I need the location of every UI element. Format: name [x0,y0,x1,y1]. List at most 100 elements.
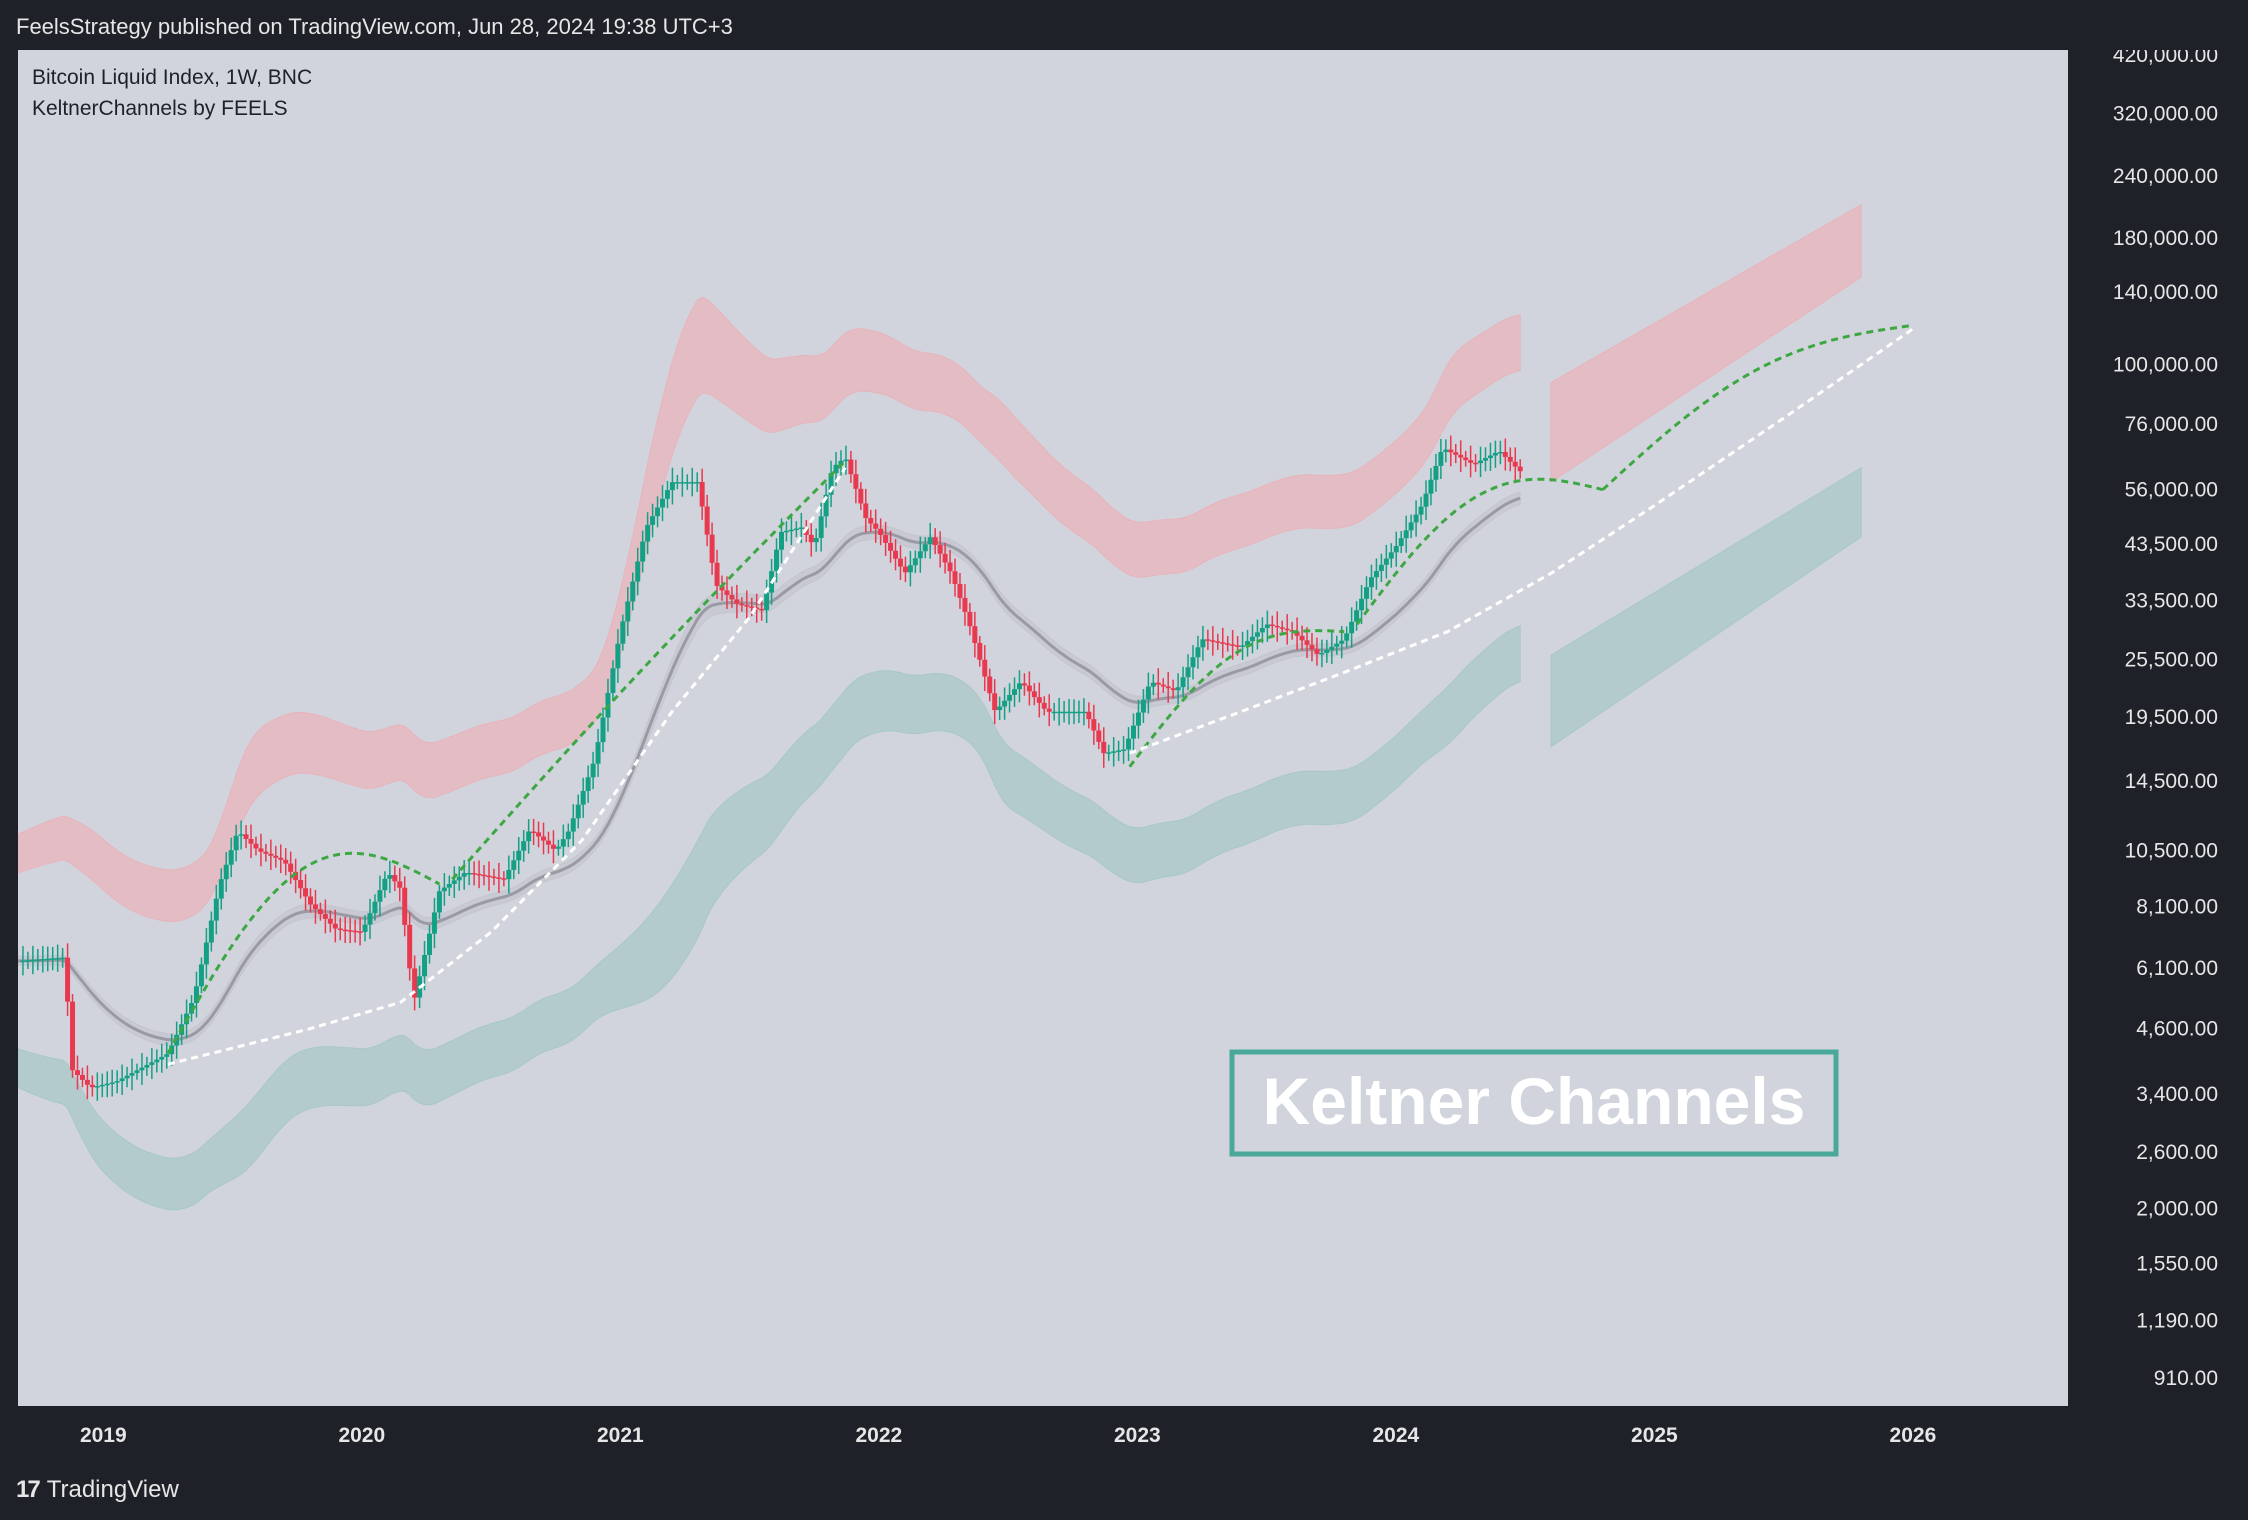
candle-body[interactable] [35,959,41,961]
candle-body[interactable] [461,873,467,877]
candle-body[interactable] [1185,667,1191,678]
candle-body[interactable] [476,873,482,876]
candle-body[interactable] [263,851,269,854]
candle-body[interactable] [397,881,403,888]
candle-body[interactable] [55,957,61,960]
candle-body[interactable] [521,841,527,851]
candle-body[interactable] [759,608,765,611]
candle-body[interactable] [268,853,274,856]
candle-body[interactable] [84,1079,90,1085]
price-chart[interactable]: 420,000.00 320,000.00 240,000.00 180,000.00… [18,50,2230,1456]
candle-body[interactable] [1393,546,1399,553]
candle-body[interactable] [1061,711,1067,714]
candle-body[interactable] [1106,752,1112,754]
time-axis[interactable] [18,1406,2230,1456]
candle-body[interactable] [1235,645,1241,647]
candle-body[interactable] [407,924,413,969]
candle-body[interactable] [387,875,393,879]
candle-body[interactable] [1249,636,1255,642]
candle-body[interactable] [1378,564,1384,572]
candle-body[interactable] [471,873,477,875]
candle-body[interactable] [774,549,780,572]
candle-body[interactable] [412,968,418,998]
candle-body[interactable] [422,954,428,977]
candle-body[interactable] [506,869,512,880]
candle-body[interactable] [327,918,333,924]
candle-body[interactable] [1507,456,1513,462]
candle-body[interactable] [332,923,338,929]
candle-body[interactable] [511,860,517,870]
candle-body[interactable] [1215,641,1221,643]
candle-body[interactable] [65,957,71,1002]
candle-body[interactable] [218,879,224,899]
candle-body[interactable] [139,1067,145,1071]
candle-body[interactable] [972,626,978,643]
candle-body[interactable] [278,857,284,860]
candle-body[interactable] [481,874,487,877]
candle-body[interactable] [714,562,720,586]
candle-body[interactable] [1200,639,1206,648]
candle-body[interactable] [778,531,784,550]
candle-body[interactable] [119,1078,125,1082]
candle-body[interactable] [1031,691,1037,698]
candle-body[interactable] [764,592,770,611]
candle-body[interactable] [253,843,259,849]
candle-body[interactable] [233,835,239,851]
candle-body[interactable] [1254,632,1260,637]
candle-body[interactable] [193,986,199,1004]
candle-body[interactable] [1364,587,1370,599]
candle-body[interactable] [704,506,710,535]
candle-body[interactable] [352,930,358,933]
candle-body[interactable] [198,964,204,987]
candle-body[interactable] [496,877,502,879]
candle-body[interactable] [739,603,745,606]
candle-body[interactable] [531,831,537,834]
candle-body[interactable] [1116,750,1122,752]
candle-body[interactable] [669,482,675,491]
candle-body[interactable] [863,503,869,519]
candle-body[interactable] [1497,452,1503,454]
candle-body[interactable] [89,1084,95,1088]
candle-body[interactable] [1140,699,1146,713]
candle-body[interactable] [94,1086,100,1088]
candle-body[interactable] [1230,644,1236,646]
candle-body[interactable] [1492,452,1498,456]
candle-body[interactable] [248,838,254,844]
candle-body[interactable] [144,1064,150,1068]
candle-body[interactable] [1026,685,1032,692]
candle-body[interactable] [630,581,636,602]
candle-body[interactable] [947,562,953,572]
candle-body[interactable] [992,693,998,711]
candle-body[interactable] [74,1070,80,1076]
candle-body[interactable] [888,542,894,551]
candle-body[interactable] [1334,643,1340,647]
candle-body[interactable] [823,494,829,517]
candle-body[interactable] [322,914,328,919]
candle-body[interactable] [1423,493,1429,507]
candle-body[interactable] [977,642,983,660]
candle-body[interactable] [357,931,363,933]
candle-body[interactable] [516,850,522,861]
candle-body[interactable] [1279,627,1285,629]
candle-body[interactable] [565,831,571,840]
candle-body[interactable] [1160,684,1166,687]
candle-body[interactable] [1101,741,1107,754]
candle-body[interactable] [873,523,879,529]
candle-body[interactable] [362,924,368,932]
candle-body[interactable] [848,459,854,475]
candle-body[interactable] [1299,635,1305,641]
candle-body[interactable] [1349,621,1355,634]
candle-body[interactable] [1319,652,1325,655]
candle-body[interactable] [243,834,249,839]
candle-body[interactable] [1324,649,1330,653]
candle-body[interactable] [367,913,373,925]
candle-body[interactable] [1259,627,1265,633]
candle-body[interactable] [466,873,472,875]
candle-body[interactable] [491,876,497,879]
candle-body[interactable] [962,597,968,612]
candle-body[interactable] [30,959,36,962]
candle-body[interactable] [1418,506,1424,515]
candle-body[interactable] [1066,711,1072,714]
candle-body[interactable] [1502,452,1508,457]
candle-body[interactable] [1448,449,1454,453]
